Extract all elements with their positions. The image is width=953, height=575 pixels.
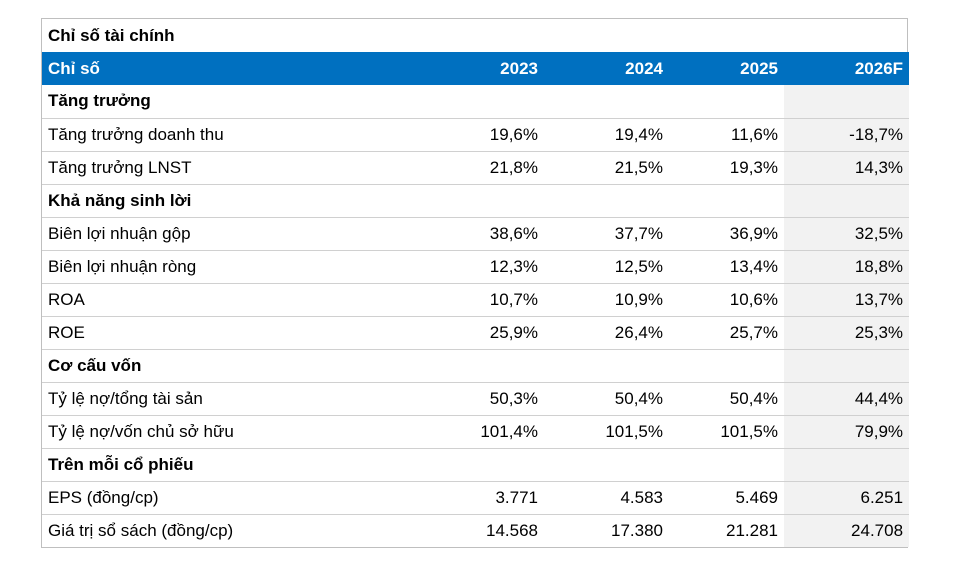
row-label: Giá trị sổ sách (đồng/cp) bbox=[48, 520, 234, 540]
value-cell-2024: 21,5% bbox=[544, 151, 669, 185]
value-cell-2025: 36,9% bbox=[669, 217, 784, 251]
row-label: Tăng trưởng LNST bbox=[42, 151, 431, 185]
value-cell-2025: 101,5% bbox=[669, 415, 784, 449]
value-cell-2023: 19,6% bbox=[431, 118, 544, 152]
value-cell-2025: 50,4% bbox=[669, 382, 784, 416]
section-title: Tăng trưởng bbox=[42, 85, 784, 119]
table-header-row: Chỉ số 2023 2024 2025 2026F bbox=[42, 52, 910, 85]
value-cell-2025: 13,4% bbox=[669, 250, 784, 284]
value-cell-2025: 10,6% bbox=[669, 283, 784, 317]
forecast-cell bbox=[784, 85, 910, 119]
table-row: Biên lợi nhuận gộp 38,6% 37,7% 36,9% 32,5% bbox=[42, 217, 910, 251]
value-cell-2024: 37,7% bbox=[544, 217, 669, 251]
section-row: Cơ cấu vốn bbox=[42, 349, 910, 383]
value-cell-2026f: 79,9% bbox=[784, 415, 910, 449]
financial-ratios-table: Chỉ số tài chính Chỉ số 2023 2024 2025 2… bbox=[42, 19, 910, 547]
value-cell-2026f: 18,8% bbox=[784, 250, 910, 284]
value-cell-2024: 101,5% bbox=[544, 415, 669, 449]
value-cell-2023: 50,3% bbox=[431, 382, 544, 416]
value-cell-2023: 25,9% bbox=[431, 316, 544, 350]
row-label: ROA bbox=[42, 283, 431, 317]
value-cell-2024: 17.380 bbox=[611, 520, 663, 540]
value-cell-2023: 10,7% bbox=[431, 283, 544, 317]
value-cell-2026f: 13,7% bbox=[784, 283, 910, 317]
value-cell-2026f: -18,7% bbox=[784, 118, 910, 152]
value-cell-2023: 14.568 bbox=[486, 520, 538, 540]
section-title: Khả năng sinh lời bbox=[42, 184, 784, 218]
row-label: ROE bbox=[42, 316, 431, 350]
table-row: Biên lợi nhuận ròng 12,3% 12,5% 13,4% 18,8% bbox=[42, 250, 910, 284]
row-label: Tỷ lệ nợ/tổng tài sản bbox=[42, 382, 431, 416]
column-header-label: Chỉ số bbox=[42, 52, 431, 85]
table-title: Chỉ số tài chính bbox=[48, 25, 175, 45]
column-header-2023: 2023 bbox=[431, 52, 544, 85]
value-cell-2023: 12,3% bbox=[431, 250, 544, 284]
value-cell-2025: 21.281 bbox=[726, 520, 778, 540]
table-row: Tỷ lệ nợ/tổng tài sản 50,3% 50,4% 50,4% 44,4… bbox=[42, 382, 910, 416]
value-cell-2025: 25,7% bbox=[669, 316, 784, 350]
value-cell-2025: 19,3% bbox=[669, 151, 784, 185]
section-row: Tăng trưởng bbox=[42, 85, 910, 119]
table-row: EPS (đồng/cp) 3.771 4.583 5.469 6.251 bbox=[42, 481, 910, 515]
value-cell-2024: 4.583 bbox=[544, 481, 669, 515]
column-header-2026f: 2026F bbox=[784, 52, 910, 85]
forecast-cell bbox=[784, 448, 910, 482]
value-cell-2024: 12,5% bbox=[544, 250, 669, 284]
table-row: ROA 10,7% 10,9% 10,6% 13,7% bbox=[42, 283, 910, 317]
row-label: Biên lợi nhuận gộp bbox=[42, 217, 431, 251]
row-label: Biên lợi nhuận ròng bbox=[42, 250, 431, 284]
value-cell-2025: 5.469 bbox=[669, 481, 784, 515]
table-row: Tăng trưởng LNST 21,8% 21,5% 19,3% 14,3% bbox=[42, 151, 910, 185]
row-label: Tăng trưởng doanh thu bbox=[42, 118, 431, 152]
value-cell-2023: 101,4% bbox=[431, 415, 544, 449]
section-row: Khả năng sinh lời bbox=[42, 184, 910, 218]
section-row: Trên mỗi cổ phiếu bbox=[42, 448, 910, 482]
value-cell-2024: 19,4% bbox=[544, 118, 669, 152]
forecast-cell bbox=[784, 184, 910, 218]
value-cell-2023: 3.771 bbox=[431, 481, 544, 515]
table-body: Tăng trưởng Tăng trưởng doanh thu 19,6% 19,… bbox=[42, 85, 910, 547]
value-cell-2024: 26,4% bbox=[544, 316, 669, 350]
value-cell-2025: 11,6% bbox=[669, 118, 784, 152]
row-label: Tỷ lệ nợ/vốn chủ sở hữu bbox=[42, 415, 431, 449]
row-label: EPS (đồng/cp) bbox=[42, 481, 431, 515]
value-cell-2026f: 24.708 bbox=[784, 514, 910, 547]
financial-ratios-table-container: Chỉ số tài chính Chỉ số 2023 2024 2025 2… bbox=[41, 18, 910, 548]
value-cell-2024: 10,9% bbox=[544, 283, 669, 317]
table-row: Giá trị sổ sách (đồng/cp) 14.568 17.380 21.… bbox=[42, 514, 910, 547]
value-cell-2026f: 25,3% bbox=[784, 316, 910, 350]
value-cell-2026f: 14,3% bbox=[784, 151, 910, 185]
forecast-cell bbox=[784, 349, 910, 383]
table-row: Tỷ lệ nợ/vốn chủ sở hữu 101,4% 101,5% 101,5… bbox=[42, 415, 910, 449]
section-title: Cơ cấu vốn bbox=[42, 349, 784, 383]
table-title-row: Chỉ số tài chính bbox=[42, 19, 909, 52]
value-cell-2024: 50,4% bbox=[544, 382, 669, 416]
value-cell-2026f: 44,4% bbox=[784, 382, 910, 416]
value-cell-2026f: 6.251 bbox=[784, 481, 910, 515]
table-row: ROE 25,9% 26,4% 25,7% 25,3% bbox=[42, 316, 910, 350]
value-cell-2023: 38,6% bbox=[431, 217, 544, 251]
column-header-2024: 2024 bbox=[544, 52, 669, 85]
table-row: Tăng trưởng doanh thu 19,6% 19,4% 11,6% -18,… bbox=[42, 118, 910, 152]
column-header-2025: 2025 bbox=[669, 52, 784, 85]
section-title: Trên mỗi cổ phiếu bbox=[42, 448, 784, 482]
value-cell-2023: 21,8% bbox=[431, 151, 544, 185]
value-cell-2026f: 32,5% bbox=[784, 217, 910, 251]
